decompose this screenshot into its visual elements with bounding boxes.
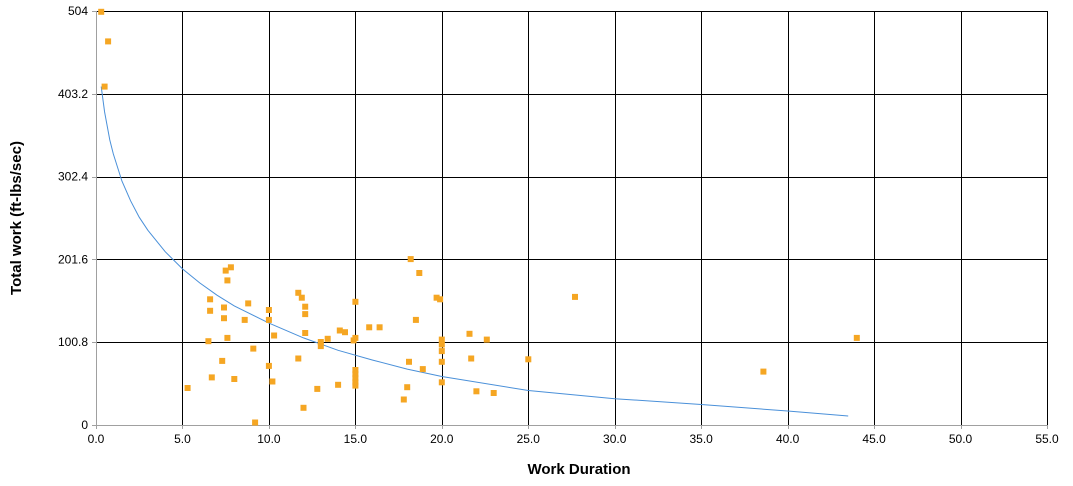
y-tick-label: 201.6 [58,252,88,266]
data-point [483,336,490,343]
x-axis-tick-labels: 0.0 5.0 10.0 15.0 20.0 25.0 30.0 35.0 40.0 45.0 50… [88,432,1059,446]
data-point [404,384,411,391]
data-point [317,339,324,345]
x-tick-label: 10.0 [257,432,281,446]
data-point [352,367,359,373]
data-point [853,334,860,341]
x-tick-label: 15.0 [344,432,368,446]
data-point [205,338,212,345]
data-point [295,355,302,362]
data-point [314,385,321,392]
y-tick-label: 504 [68,4,88,18]
data-point [252,419,259,426]
data-point [231,376,238,382]
data-point [219,357,226,364]
data-point [352,298,359,305]
data-point [473,388,480,395]
data-point [324,335,331,342]
data-point [295,289,302,296]
x-tick-label: 45.0 [862,432,886,446]
data-point [352,382,359,389]
x-tick-label: 55.0 [1035,432,1059,446]
data-point [572,293,578,300]
data-point [412,316,419,323]
data-point [221,315,227,322]
data-point [406,358,412,365]
data-point [317,343,324,350]
data-points [98,8,860,426]
trend-line [100,86,849,417]
x-tick-label: 40.0 [776,432,800,446]
data-point [438,348,445,355]
data-point [342,329,348,336]
data-point [208,374,215,381]
data-point [265,307,272,313]
data-point [525,356,532,363]
data-point [352,371,359,378]
data-point [302,330,309,336]
data-point [224,334,231,341]
data-point [250,345,257,352]
data-point [466,330,473,337]
data-point [105,38,112,45]
data-point [433,294,440,301]
data-point [298,294,305,301]
data-point [271,332,278,339]
grid-lines [96,11,1048,425]
data-point [224,277,231,284]
x-tick-label: 20.0 [430,432,454,446]
x-tick-label: 5.0 [174,432,191,446]
data-point [335,381,342,388]
data-point [437,296,444,303]
data-point [302,311,309,318]
trend-line-group [100,86,849,417]
data-point [438,379,445,386]
data-point [336,327,343,334]
data-point [184,385,191,391]
data-point [468,355,475,362]
data-point [438,341,445,348]
y-axis-title: Total work (ft-lbs/sec) [8,141,25,295]
data-point [407,256,414,263]
data-point [300,404,307,411]
data-point [265,362,272,369]
y-tick-label: 403.2 [58,87,88,101]
data-point [760,368,767,375]
data-point [352,379,359,386]
data-point [490,390,497,396]
x-tick-label: 35.0 [690,432,714,446]
data-point [352,334,359,341]
data-point [438,336,445,343]
data-point [98,8,105,15]
y-tick-label: 0 [81,418,88,432]
data-point [227,264,234,271]
data-point [416,270,423,276]
data-point [376,324,383,331]
x-tick-label: 0.0 [88,432,105,446]
x-tick-label: 25.0 [517,432,541,446]
y-axis-tick-labels: 0 100.8 201.6 302.4 403.2 504 [58,4,88,432]
data-point [400,396,407,403]
data-point [438,358,445,365]
data-point [207,307,214,314]
data-point [221,304,227,311]
data-point [265,316,272,323]
y-tick-label: 100.8 [58,335,88,349]
data-point [269,378,276,385]
data-point [241,316,248,323]
data-point [302,303,309,310]
data-point [222,267,229,274]
data-point [245,300,252,307]
x-tick-label: 50.0 [949,432,973,446]
x-axis-title: Work Duration [527,461,630,478]
data-point [419,366,426,373]
data-point [366,324,373,331]
x-tick-label: 30.0 [603,432,627,446]
data-point [352,375,359,382]
axes [92,11,1048,429]
data-point [207,296,214,303]
data-point [101,83,108,90]
y-tick-label: 302.4 [58,170,88,184]
